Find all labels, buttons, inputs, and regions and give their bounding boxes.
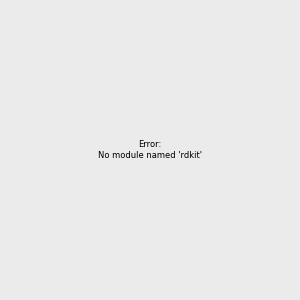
Text: Error:
No module named 'rdkit': Error: No module named 'rdkit' bbox=[98, 140, 202, 160]
